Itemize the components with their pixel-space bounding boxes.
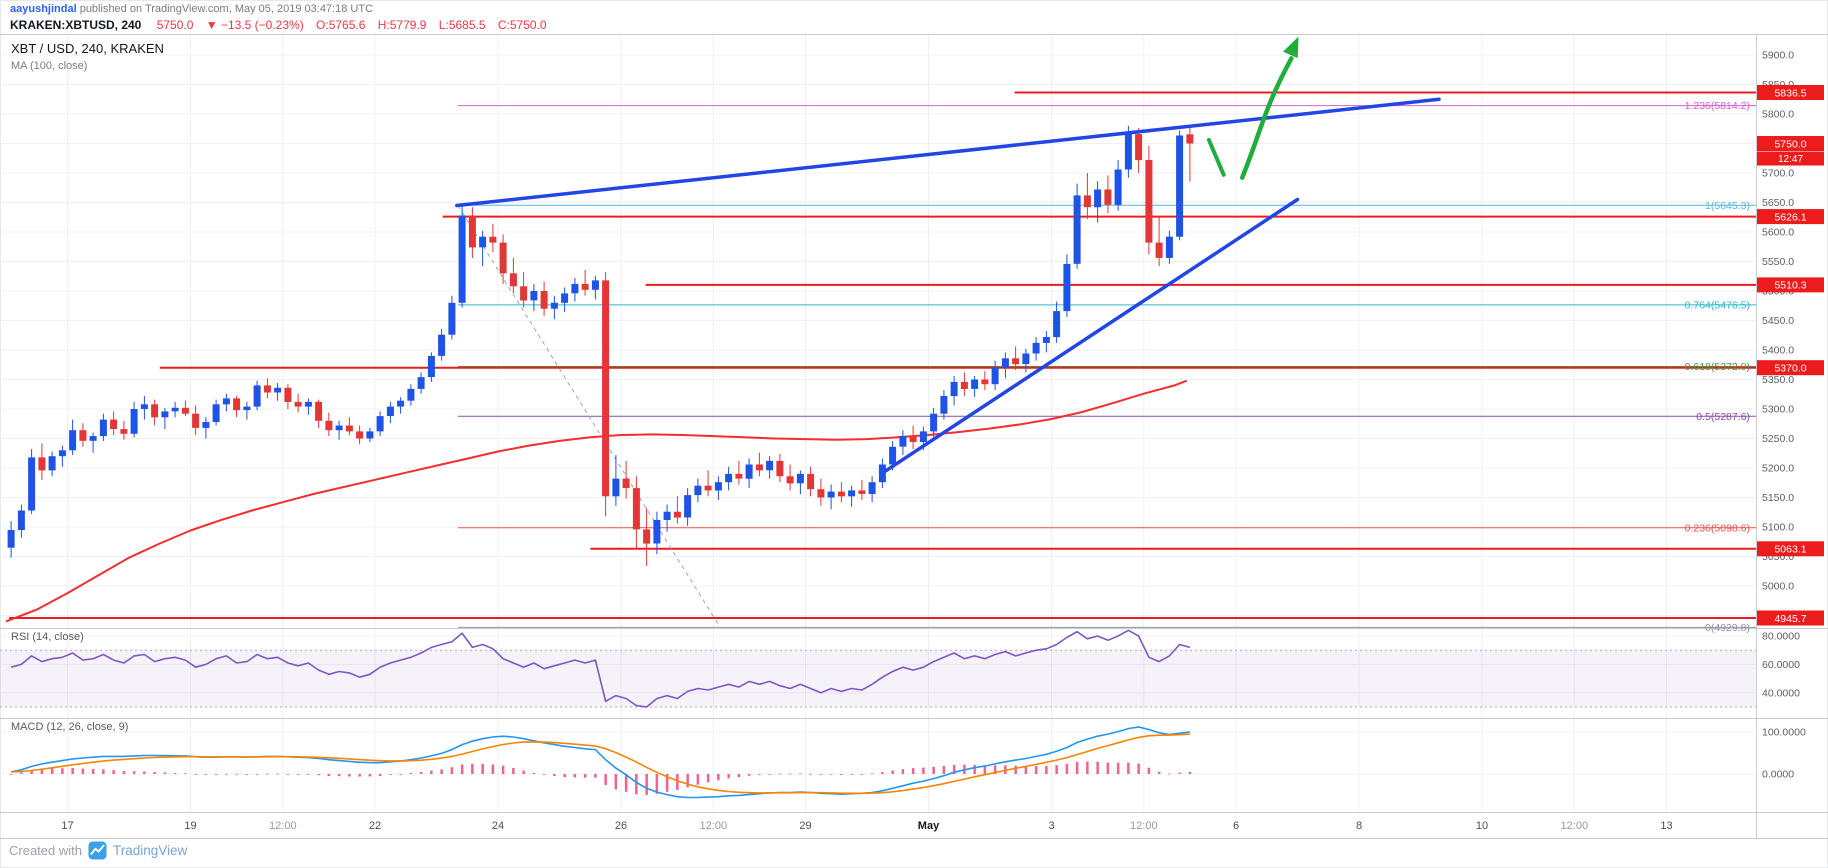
svg-text:12:00: 12:00: [1561, 820, 1589, 832]
svg-text:24: 24: [492, 820, 504, 832]
svg-text:80.0000: 80.0000: [1762, 631, 1800, 643]
svg-text:12:00: 12:00: [1130, 820, 1158, 832]
countdown-badge: [1757, 151, 1824, 166]
svg-text:8: 8: [1356, 820, 1362, 832]
svg-text:0.0000: 0.0000: [1762, 769, 1794, 781]
fib-level-labels: 1.236(5814.2) 1(5645.3) 0.764(5476.5) 0.618…: [1685, 100, 1750, 634]
last-price-text: 5750.0: [156, 18, 194, 32]
svg-text:5100.0: 5100.0: [1762, 522, 1794, 534]
green-arrow: [1239, 36, 1299, 180]
svg-text:10: 10: [1476, 820, 1488, 832]
svg-text:17: 17: [61, 820, 73, 832]
svg-text:19: 19: [184, 820, 196, 832]
svg-text:5000.0: 5000.0: [1762, 581, 1794, 593]
macd-histogram: [9, 761, 1192, 795]
svg-text:100.0000: 100.0000: [1762, 727, 1806, 739]
tradingview-logo-icon: [88, 841, 107, 860]
svg-text:5063.1: 5063.1: [1774, 544, 1806, 556]
open-value: 5765.6: [328, 18, 366, 32]
svg-text:5626.1: 5626.1: [1774, 211, 1806, 223]
chart-legend-symbol: XBT / USD, 240, KRAKEN: [11, 41, 164, 56]
created-with-text: Created with: [9, 843, 82, 858]
trend-lines: [455, 97, 1441, 473]
symbol-name: KRAKEN:XBTUSD, 240: [10, 18, 142, 32]
svg-text:5370.0: 5370.0: [1774, 363, 1806, 375]
price-badges: 5836.5 5626.1 5510.3 5370.0 5063.1 4945.7 5750…: [1757, 85, 1824, 626]
svg-text:5650.0: 5650.0: [1762, 197, 1794, 209]
tradingview-brand-link[interactable]: TradingView: [112, 843, 188, 858]
author-link[interactable]: aayushjindal: [10, 3, 77, 15]
green-tick-mark: [1206, 138, 1226, 177]
svg-text:5800.0: 5800.0: [1762, 109, 1794, 121]
low-label: L:: [438, 18, 449, 32]
macd-panel-legend: MACD (12, 26, close, 9): [11, 721, 129, 733]
resistance-lines: [9, 91, 1756, 619]
rsi-band: [0, 649, 1756, 708]
svg-text:1.236(5814.2): 1.236(5814.2): [1685, 100, 1750, 112]
attribution-line: aayushjindal published on TradingView.co…: [10, 3, 373, 15]
footer: Created with TradingView: [9, 841, 187, 860]
svg-text:5150.0: 5150.0: [1762, 492, 1794, 504]
svg-text:60.0000: 60.0000: [1762, 659, 1800, 671]
fib-dashed-line: [457, 205, 720, 627]
chart-legend-ma: MA (100, close): [11, 60, 88, 72]
macd-signal-line: [11, 733, 1190, 795]
svg-text:6: 6: [1233, 820, 1239, 832]
low-value: 5685.5: [448, 18, 486, 32]
close-value: 5750.0: [509, 18, 547, 32]
grid-lines: [0, 34, 1756, 812]
svg-text:May: May: [918, 820, 940, 832]
svg-text:12:47: 12:47: [1778, 154, 1803, 165]
svg-text:29: 29: [799, 820, 811, 832]
fib-retracement-lines: [458, 105, 1756, 628]
svg-text:0(4929.8): 0(4929.8): [1705, 622, 1750, 634]
svg-text:5400.0: 5400.0: [1762, 345, 1794, 357]
ma-100-line: [5, 379, 1188, 623]
svg-text:5510.3: 5510.3: [1774, 280, 1806, 292]
svg-text:5900.0: 5900.0: [1762, 50, 1794, 62]
high-value: 5779.9: [389, 18, 427, 32]
svg-text:0.764(5476.5): 0.764(5476.5): [1685, 299, 1750, 311]
close-label: C:: [497, 18, 510, 32]
svg-text:22: 22: [369, 820, 381, 832]
svg-text:4945.7: 4945.7: [1774, 613, 1806, 625]
symbol-ohlc-line: KRAKEN:XBTUSD, 240 5750.0 ▼ −13.5 (−0.23…: [10, 18, 547, 32]
price-change-text: ▼ −13.5 (−0.23%): [205, 18, 304, 32]
last-price-badge: [1757, 136, 1824, 151]
open-label: O:: [316, 18, 329, 32]
rsi-panel-legend: RSI (14, close): [11, 631, 84, 643]
svg-text:5700.0: 5700.0: [1762, 168, 1794, 180]
svg-text:5550.0: 5550.0: [1762, 256, 1794, 268]
published-text: published on TradingView.com, May 05, 20…: [76, 3, 374, 15]
svg-text:26: 26: [615, 820, 627, 832]
svg-text:13: 13: [1660, 820, 1672, 832]
svg-text:5450.0: 5450.0: [1762, 315, 1794, 327]
svg-text:12:00: 12:00: [700, 820, 728, 832]
svg-text:0.5(5287.6): 0.5(5287.6): [1696, 411, 1750, 423]
svg-text:5836.5: 5836.5: [1774, 87, 1806, 99]
svg-text:5200.0: 5200.0: [1762, 463, 1794, 475]
svg-text:12:00: 12:00: [269, 820, 297, 832]
svg-text:5350.0: 5350.0: [1762, 374, 1794, 386]
macd-line: [10, 726, 1191, 799]
svg-text:1(5645.3): 1(5645.3): [1705, 200, 1750, 212]
svg-text:3: 3: [1048, 820, 1054, 832]
rsi-line: [10, 629, 1191, 708]
time-axis-labels: 17 19 12:00 22 24 26 12:00 29 May 3 12:00 6 8 10 12:00…: [61, 820, 1672, 832]
svg-text:5600.0: 5600.0: [1762, 227, 1794, 239]
svg-text:5250.0: 5250.0: [1762, 433, 1794, 445]
panel-separators: [0, 34, 1828, 839]
svg-text:5300.0: 5300.0: [1762, 404, 1794, 416]
candles: [7, 125, 1194, 566]
svg-text:0.618(5372.0): 0.618(5372.0): [1685, 361, 1750, 373]
high-label: H:: [377, 18, 390, 32]
svg-text:5750.0: 5750.0: [1774, 138, 1806, 150]
svg-text:0.236(5098.6): 0.236(5098.6): [1685, 522, 1750, 534]
svg-text:40.0000: 40.0000: [1762, 687, 1800, 699]
